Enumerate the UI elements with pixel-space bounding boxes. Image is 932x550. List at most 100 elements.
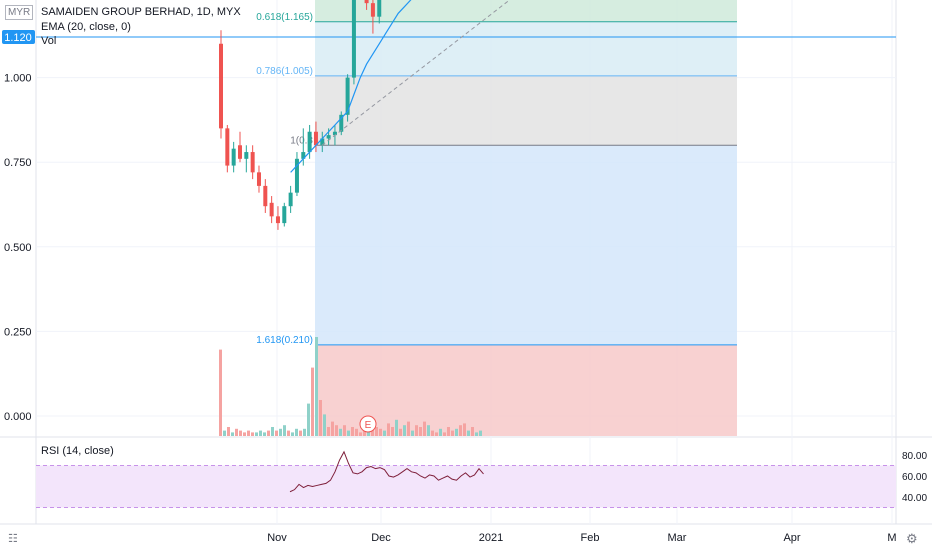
candle-body[interactable]: [370, 3, 375, 17]
candle-body[interactable]: [345, 77, 350, 115]
fib-level-label: 0.786(1.005): [256, 66, 313, 77]
volume-bar: [339, 428, 342, 436]
rsi-line[interactable]: [289, 450, 484, 493]
volume-bar: [447, 427, 450, 436]
volume-bar: [391, 427, 394, 436]
volume-bar: [335, 425, 338, 436]
candle-body[interactable]: [364, 0, 369, 4]
volume-bar: [255, 432, 258, 436]
volume-bar: [315, 337, 318, 436]
candle-body[interactable]: [231, 148, 236, 166]
time-tick-label: Nov: [267, 532, 287, 544]
time-tick-label: Apr: [783, 532, 800, 544]
time-tick-label: Feb: [581, 532, 600, 544]
candle-body[interactable]: [307, 131, 312, 153]
volume-bar: [375, 427, 378, 436]
candle-body[interactable]: [282, 206, 287, 224]
volume-bar: [291, 432, 294, 436]
candle-body[interactable]: [256, 172, 261, 186]
candle-body[interactable]: [288, 192, 293, 207]
rsi-tick-label: 60.00: [902, 472, 927, 483]
fib-level-label: 1(0.8: [290, 135, 313, 146]
candle-body[interactable]: [237, 145, 242, 159]
volume-bar: [259, 430, 262, 436]
candle-body[interactable]: [332, 131, 337, 136]
volume-bar: [419, 427, 422, 436]
volume-bar: [247, 430, 250, 436]
volume-bar: [411, 430, 414, 436]
currency-label: MYR: [5, 5, 34, 20]
fib-zone: [315, 344, 737, 436]
trend-line[interactable]: [321, 0, 737, 146]
candle-body[interactable]: [263, 185, 268, 207]
candle-body[interactable]: [250, 152, 255, 173]
volume-bar: [427, 425, 430, 436]
earnings-marker[interactable]: [359, 415, 377, 433]
gear-icon[interactable]: ⚙: [906, 531, 918, 546]
rsi-indicator-label[interactable]: RSI (14, close): [41, 445, 114, 457]
candle-body[interactable]: [269, 202, 274, 217]
volume-bar: [395, 419, 398, 436]
volume-indicator-label[interactable]: Vol: [41, 35, 57, 47]
candle-body[interactable]: [313, 131, 318, 146]
chart-title: SAMAIDEN GROUP BERHAD, 1D, MYX: [41, 6, 241, 18]
volume-bar: [263, 432, 266, 436]
candle-body[interactable]: [244, 152, 249, 159]
rsi-tick-label: 80.00: [902, 451, 927, 462]
volume-bar: [299, 430, 302, 436]
time-tick-label: 2021: [479, 532, 503, 544]
volume-bar: [471, 427, 474, 436]
time-tick-label: Mar: [668, 532, 687, 544]
volume-bar: [235, 428, 238, 436]
volume-bar: [283, 425, 286, 436]
volume-bar: [387, 423, 390, 436]
ema-line[interactable]: [290, 0, 500, 173]
volume-bar: [223, 430, 226, 436]
price-tick-label: 0.500: [4, 242, 32, 254]
candle-body[interactable]: [320, 138, 325, 146]
volume-bar: [443, 432, 446, 436]
candle-body[interactable]: [339, 114, 344, 132]
volume-bar: [331, 421, 334, 436]
volume-bar: [295, 428, 298, 436]
candle-body[interactable]: [219, 43, 223, 129]
volume-bar: [251, 432, 254, 436]
rsi-band: [36, 465, 896, 508]
candle-body[interactable]: [351, 0, 356, 78]
volume-bar: [327, 427, 330, 436]
volume-bar: [323, 414, 326, 436]
volume-bar: [279, 428, 282, 436]
price-tick-label: 0.250: [4, 326, 32, 338]
volume-bar: [355, 428, 358, 436]
volume-bar: [459, 425, 462, 436]
volume-bar: [463, 423, 466, 436]
candle-body[interactable]: [377, 0, 382, 17]
candle-body[interactable]: [225, 128, 230, 166]
volume-bar: [455, 428, 458, 436]
rsi-tick-label: 40.00: [902, 493, 927, 504]
volume-bar: [407, 421, 410, 436]
candle-body[interactable]: [275, 216, 280, 224]
volume-bar: [431, 430, 434, 436]
tradingview-logo-icon[interactable]: ☷: [8, 533, 18, 545]
fib-zone: [315, 145, 737, 345]
volume-bar: [479, 430, 482, 436]
price-axis-highlight-label: 1.120: [4, 32, 32, 44]
candle-body[interactable]: [326, 135, 331, 139]
fib-zone: [315, 0, 737, 22]
volume-bar: [271, 427, 274, 436]
fib-level-label: 1.618(0.210): [256, 335, 313, 346]
volume-bar: [467, 430, 470, 436]
volume-bar: [415, 425, 418, 436]
volume-bar: [423, 421, 426, 436]
candle-body[interactable]: [294, 158, 299, 193]
volume-bar: [219, 349, 222, 436]
ema-indicator-label[interactable]: EMA (20, close, 0): [41, 21, 131, 33]
candle-body[interactable]: [301, 152, 306, 159]
volume-bar: [243, 432, 246, 436]
volume-bar: [227, 427, 230, 436]
price-tick-label: 0.000: [4, 411, 32, 423]
fib-zone: [315, 75, 737, 146]
fib-zone: [315, 21, 737, 76]
